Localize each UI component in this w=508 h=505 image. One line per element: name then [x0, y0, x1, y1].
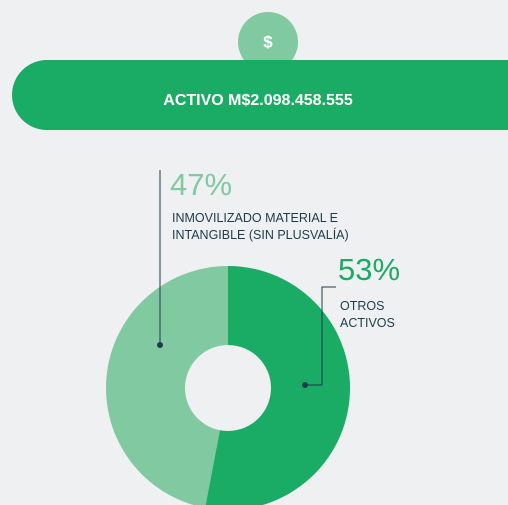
- category-label: INMOVILIZADO MATERIAL E INTANGIBLE (SIN …: [172, 211, 349, 242]
- pie-slice: [205, 266, 350, 505]
- leader-dot: [157, 342, 163, 348]
- icon: $: [263, 32, 273, 51]
- icon-badge: [238, 12, 298, 72]
- leader-line: [305, 286, 336, 386]
- leader-dot: [302, 382, 308, 388]
- value-label: 47%: [170, 167, 233, 202]
- donut-hole: [185, 345, 271, 431]
- value-label: 53%: [338, 252, 401, 287]
- chart-title: ACTIVO M$2.098.458.555: [163, 92, 353, 109]
- pie-slice: [106, 266, 228, 505]
- title-banner: [12, 60, 508, 130]
- category-label: OTROS ACTIVOS: [340, 299, 395, 330]
